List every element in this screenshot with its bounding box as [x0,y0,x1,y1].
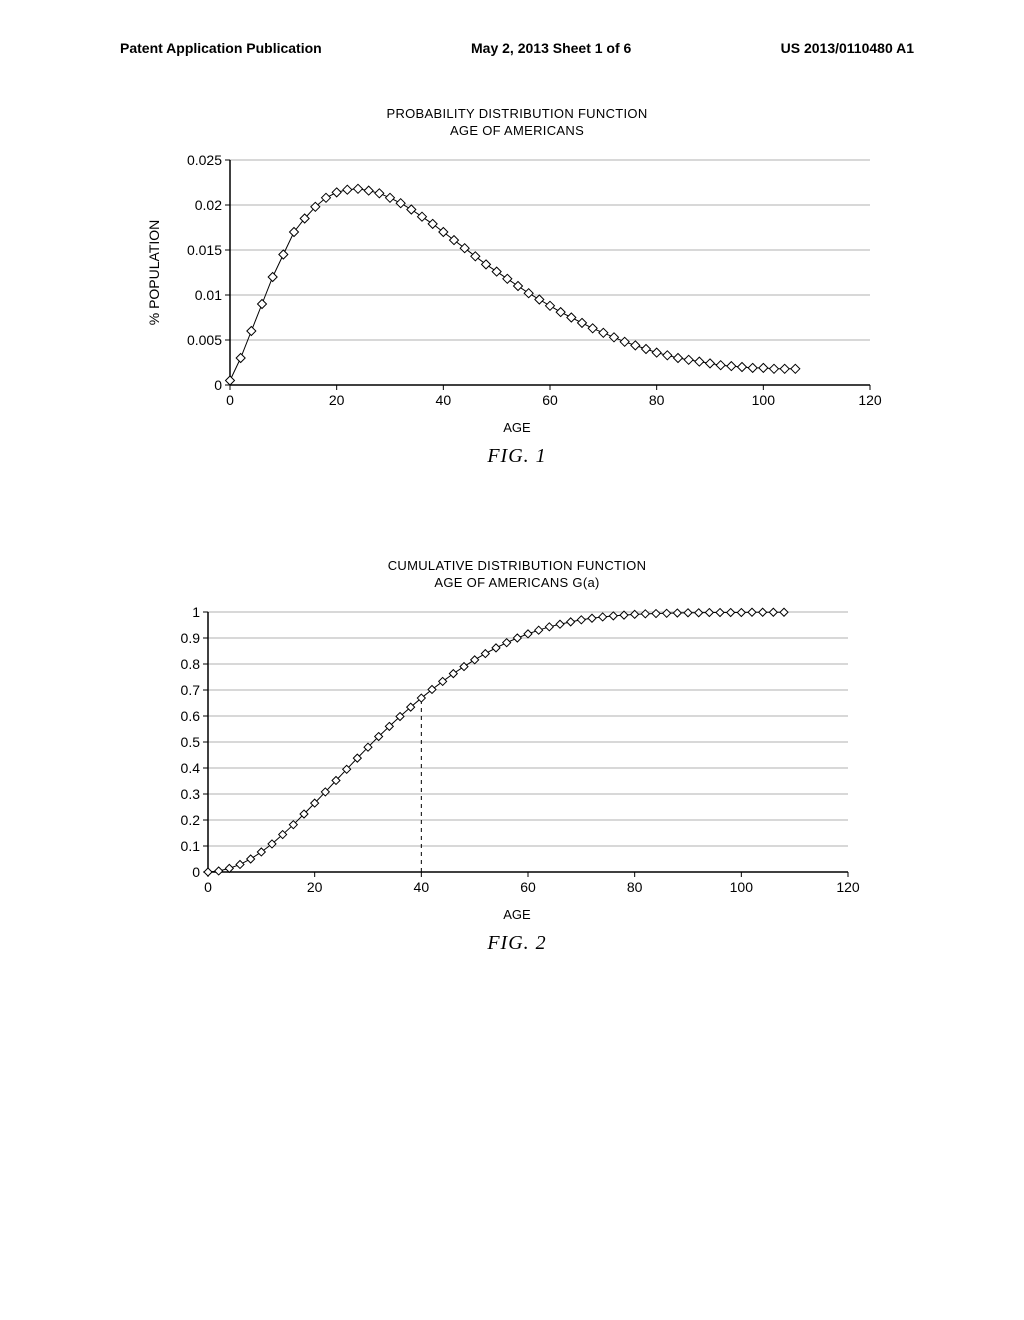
svg-text:100: 100 [751,392,775,408]
svg-text:0: 0 [214,377,222,393]
fig2-title-line1: CUMULATIVE DISTRIBUTION FUNCTION [388,558,647,575]
patent-page: Patent Application Publication May 2, 20… [0,0,1024,1015]
fig2-title-line2: AGE OF AMERICANS G(a) [388,575,647,592]
svg-text:0.4: 0.4 [181,760,201,776]
svg-text:100: 100 [730,879,754,895]
fig1-title-line2: AGE OF AMERICANS [386,123,647,140]
svg-text:80: 80 [648,392,664,408]
svg-text:0: 0 [204,879,212,895]
svg-text:40: 40 [435,392,451,408]
svg-text:0.015: 0.015 [186,242,221,258]
svg-text:% POPULATION: % POPULATION [146,220,162,326]
header-right: US 2013/0110480 A1 [781,40,914,56]
fig2-chart: 0 0.1 0.2 0.3 0.4 0.5 0.6 0.7 0.8 0.9 1 0 20 40 60 80 10… [166,602,868,902]
svg-text:0.6: 0.6 [181,708,201,724]
header-left: Patent Application Publication [120,40,322,56]
svg-text:80: 80 [627,879,643,895]
svg-text:120: 120 [858,392,882,408]
svg-text:60: 60 [520,879,536,895]
svg-text:0.8: 0.8 [181,656,201,672]
header-center: May 2, 2013 Sheet 1 of 6 [471,40,631,56]
svg-text:0.7: 0.7 [181,682,201,698]
svg-text:1: 1 [192,604,200,620]
figure-2: CUMULATIVE DISTRIBUTION FUNCTION AGE OF … [120,558,914,955]
page-header: Patent Application Publication May 2, 20… [120,40,914,56]
fig2-title: CUMULATIVE DISTRIBUTION FUNCTION AGE OF … [388,558,647,592]
svg-text:0.025: 0.025 [186,152,221,168]
fig1-title-line1: PROBABILITY DISTRIBUTION FUNCTION [386,106,647,123]
fig1-chart: 0 0.005 0.01 0.015 0.02 0.025 0 20 40 60 80 100 120%… [145,150,890,415]
fig2-label: FIG. 2 [487,932,546,955]
fig2-x-label: AGE [503,907,530,922]
svg-text:0.2: 0.2 [181,812,201,828]
fig1-title: PROBABILITY DISTRIBUTION FUNCTION AGE OF… [386,106,647,140]
fig1-x-label: AGE [503,420,530,435]
svg-text:0.9: 0.9 [181,630,201,646]
svg-text:0: 0 [226,392,234,408]
svg-text:20: 20 [307,879,323,895]
svg-text:0.01: 0.01 [194,287,221,303]
fig1-label: FIG. 1 [487,445,546,468]
figure-1: PROBABILITY DISTRIBUTION FUNCTION AGE OF… [120,106,914,468]
svg-text:0.5: 0.5 [181,734,201,750]
svg-text:0.1: 0.1 [181,838,201,854]
svg-text:40: 40 [414,879,430,895]
svg-text:0: 0 [192,864,200,880]
svg-text:120: 120 [836,879,860,895]
svg-text:0.005: 0.005 [186,332,221,348]
svg-text:60: 60 [542,392,558,408]
svg-text:0.02: 0.02 [194,197,221,213]
svg-text:0.3: 0.3 [181,786,201,802]
svg-text:20: 20 [328,392,344,408]
